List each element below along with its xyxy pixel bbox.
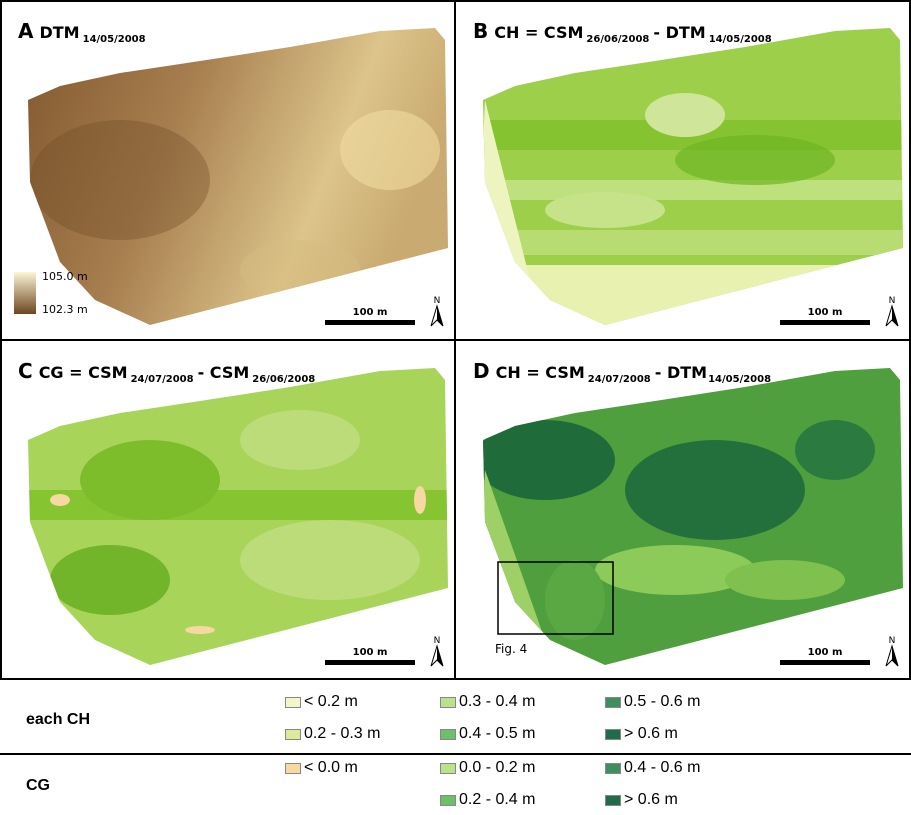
row-label: CG xyxy=(26,777,50,795)
legend-label: 0.3 - 0.4 m xyxy=(459,693,535,711)
legend-label: 0.5 - 0.6 m xyxy=(624,693,700,711)
legend-swatch xyxy=(285,763,301,774)
map-image xyxy=(0,340,455,680)
map-furniture: 100 mN xyxy=(780,296,898,326)
scale-bar-label: 100 m xyxy=(353,647,388,658)
map-image xyxy=(0,0,455,340)
legend-label: < 0.2 m xyxy=(304,693,358,711)
map-furniture: 100 mN xyxy=(325,296,443,326)
inset-label: Fig. 4 xyxy=(495,642,527,656)
legend-label: < 0.0 m xyxy=(304,759,358,777)
legend-swatch xyxy=(440,729,456,740)
scale-bar-label: 100 m xyxy=(808,307,843,318)
legend-swatch xyxy=(440,763,456,774)
legend-swatch xyxy=(285,729,301,740)
legend-swatch xyxy=(605,697,621,708)
legend-item: 0.4 - 0.6 m xyxy=(605,759,700,777)
legend-swatch xyxy=(605,795,621,806)
legend-item: 0.0 - 0.2 m xyxy=(440,759,535,777)
legend-item: 0.2 - 0.3 m xyxy=(285,725,380,743)
legend-label: 0.4 - 0.5 m xyxy=(459,725,535,743)
legend-swatch xyxy=(605,763,621,774)
legend-label: > 0.6 m xyxy=(624,725,678,743)
map-image xyxy=(455,340,910,680)
separator xyxy=(0,753,911,755)
row-label: each CH xyxy=(26,711,90,729)
legend-high: 105.0 m xyxy=(42,270,88,283)
scale-bar-label: 100 m xyxy=(808,647,843,658)
legend-ramp xyxy=(14,272,36,314)
map-furniture: 100 mN xyxy=(325,636,443,666)
legend-swatch xyxy=(440,795,456,806)
legend-item: 0.3 - 0.4 m xyxy=(440,693,535,711)
map-furniture: 100 mN xyxy=(780,636,898,666)
legend-label: 0.2 - 0.3 m xyxy=(304,725,380,743)
legend-low: 102.3 m xyxy=(42,303,88,316)
legend-item: < 0.0 m xyxy=(285,759,358,777)
legend-swatch xyxy=(440,697,456,708)
legend-item: 0.5 - 0.6 m xyxy=(605,693,700,711)
legend-item: > 0.6 m xyxy=(605,725,678,743)
legend-swatch xyxy=(605,729,621,740)
legend-swatch xyxy=(285,697,301,708)
scale-bar-label: 100 m xyxy=(353,307,388,318)
figure: ADTM14/05/2008 105.0 m 102.3 m BCH = CSM… xyxy=(0,0,911,815)
legend-label: 0.0 - 0.2 m xyxy=(459,759,535,777)
legend-item: 0.2 - 0.4 m xyxy=(440,791,535,809)
legend-item: 0.4 - 0.5 m xyxy=(440,725,535,743)
legend-label: 0.2 - 0.4 m xyxy=(459,791,535,809)
legend-label: 0.4 - 0.6 m xyxy=(624,759,700,777)
scale-bar xyxy=(325,660,415,665)
legend-item: < 0.2 m xyxy=(285,693,358,711)
scale-bar xyxy=(325,320,415,325)
scale-bar xyxy=(780,320,870,325)
legend-label: > 0.6 m xyxy=(624,791,678,809)
scale-bar xyxy=(780,660,870,665)
legend-item: > 0.6 m xyxy=(605,791,678,809)
map-image xyxy=(455,0,910,345)
